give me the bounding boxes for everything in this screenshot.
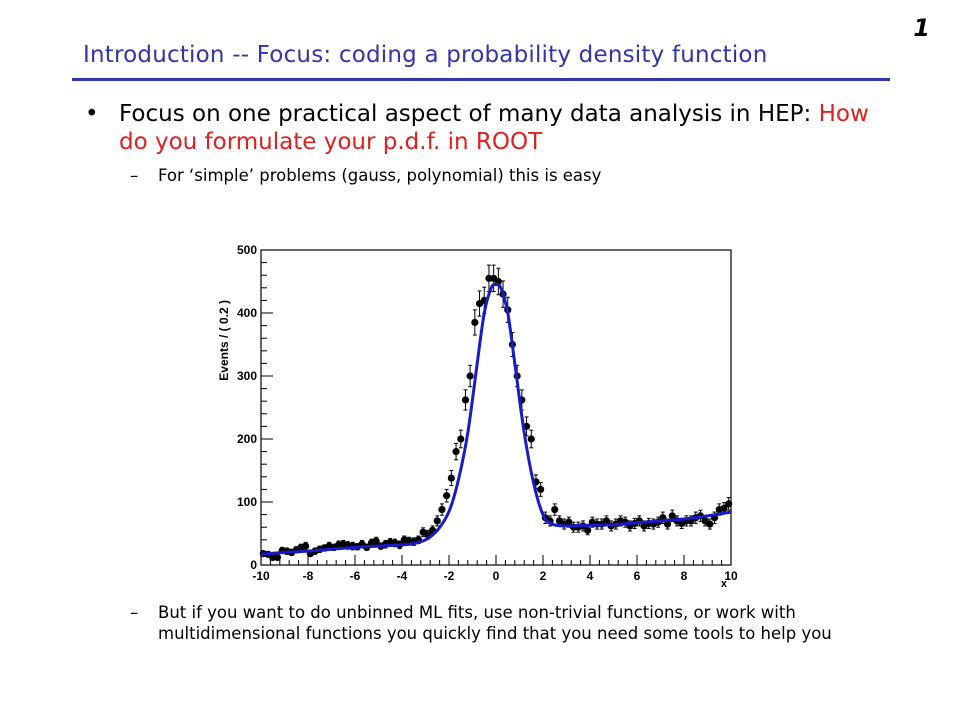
data-points: [259, 264, 733, 562]
point-marker: [584, 526, 592, 534]
point-marker: [443, 492, 451, 500]
y-tick-label: 200: [237, 432, 257, 446]
fit-curve-group: [260, 282, 732, 556]
point-marker: [551, 505, 559, 514]
data-point: [471, 309, 479, 336]
data-point: [551, 503, 559, 516]
x-tick-label: 2: [540, 569, 547, 583]
x-tick-label: -10: [252, 569, 270, 583]
bullet-text: Focus on one practical aspect of many da…: [119, 100, 885, 156]
point-marker: [725, 500, 733, 508]
point-marker: [668, 512, 676, 520]
data-point: [475, 290, 484, 317]
point-marker: [273, 553, 282, 562]
slide-number: 1: [913, 14, 930, 42]
point-marker: [565, 518, 573, 526]
point-marker: [537, 485, 545, 493]
x-tick-label: 6: [634, 569, 641, 583]
point-marker: [461, 396, 470, 404]
point-marker: [720, 504, 728, 512]
data-point: [433, 515, 441, 527]
sub-bullet-1-text: For ‘simple’ problems (gauss, polynomial…: [158, 166, 602, 185]
x-tick-label: -2: [444, 569, 455, 583]
y-tick-label: 100: [237, 495, 257, 509]
x-tick-label: -8: [303, 569, 314, 583]
point-marker: [372, 537, 380, 545]
sub-bullet-2-text: But if you want to do unbinned ML fits, …: [158, 603, 832, 643]
title-underline: [72, 78, 890, 81]
data-point: [466, 364, 474, 388]
sub-bullet-1: – For ‘simple’ problems (gauss, polynomi…: [130, 165, 870, 186]
point-marker: [457, 435, 465, 443]
data-point: [461, 389, 470, 411]
x-tick-label: 0: [493, 569, 500, 583]
main-bullet: • Focus on one practical aspect of many …: [85, 100, 885, 156]
point-marker: [433, 517, 441, 525]
sub-bullet-marker: –: [130, 166, 139, 185]
y-tick-label: 0: [250, 558, 257, 572]
data-point: [527, 429, 535, 449]
point-marker: [438, 505, 446, 514]
bullet-main-text: Focus on one practical aspect of many da…: [119, 101, 819, 127]
sub-bullet-2: – But if you want to do unbinned ML fits…: [130, 602, 890, 644]
point-marker: [471, 318, 479, 327]
point-marker: [527, 435, 535, 443]
fit-curve: [260, 282, 732, 556]
point-marker: [302, 542, 310, 550]
point-marker: [452, 448, 460, 456]
slide-title: Introduction -- Focus: coding a probabil…: [83, 42, 768, 68]
data-point: [706, 518, 714, 530]
data-point: [443, 488, 451, 503]
sub-bullet-marker: –: [130, 603, 139, 622]
point-marker: [447, 474, 455, 482]
x-tick-label: 4: [587, 569, 594, 583]
data-point: [452, 442, 460, 461]
point-marker: [466, 372, 474, 380]
bullet-highlight-text: How do you formulate your p.d.f. in ROOT: [119, 101, 869, 155]
bullet-marker: •: [85, 101, 99, 127]
y-tick-label: 300: [237, 369, 257, 383]
x-axis-label: x: [721, 578, 728, 590]
data-point: [725, 497, 733, 511]
x-tick-label: -4: [397, 569, 408, 583]
y-tick-label: 400: [237, 306, 257, 320]
x-tick-label: -6: [350, 569, 361, 583]
data-point: [438, 503, 446, 516]
data-point: [273, 553, 282, 562]
data-point: [457, 429, 465, 449]
point-marker: [706, 520, 714, 528]
y-axis-label: Events / ( 0.2 ): [217, 300, 231, 381]
data-point: [537, 481, 545, 497]
data-point: [447, 470, 455, 487]
x-tick-label: 8: [681, 569, 688, 583]
point-marker: [602, 517, 611, 525]
point-marker: [663, 520, 672, 528]
y-tick-label: 500: [237, 243, 257, 257]
x-tick-label: 10: [724, 569, 738, 583]
